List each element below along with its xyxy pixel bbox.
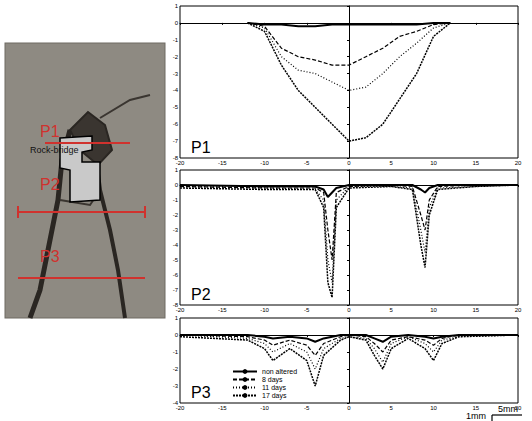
svg-text:0: 0 — [347, 307, 351, 313]
svg-text:-15: -15 — [218, 405, 227, 411]
svg-text:5: 5 — [390, 160, 394, 166]
svg-text:-20: -20 — [176, 160, 185, 166]
svg-text:-6: -6 — [173, 272, 179, 278]
svg-text:5mm: 5mm — [498, 403, 518, 414]
svg-text:10: 10 — [430, 307, 437, 313]
svg-text:10: 10 — [430, 405, 437, 411]
svg-text:-4: -4 — [173, 242, 179, 248]
svg-text:-7: -7 — [173, 287, 179, 293]
svg-text:15: 15 — [472, 160, 479, 166]
svg-text:5: 5 — [390, 307, 394, 313]
svg-text:-2: -2 — [173, 366, 179, 372]
svg-text:P2: P2 — [191, 286, 211, 303]
svg-text:-2: -2 — [173, 212, 179, 218]
svg-text:-8: -8 — [172, 155, 178, 161]
svg-text:-20: -20 — [176, 307, 185, 313]
svg-text:0: 0 — [175, 182, 179, 188]
svg-text:20: 20 — [515, 307, 522, 313]
svg-text:0: 0 — [175, 20, 179, 26]
svg-text:-3: -3 — [173, 71, 179, 77]
svg-text:-20: -20 — [176, 405, 185, 411]
svg-text:20: 20 — [515, 405, 522, 411]
svg-text:5: 5 — [390, 405, 394, 411]
svg-text:-10: -10 — [260, 160, 269, 166]
svg-text:-2: -2 — [173, 54, 179, 60]
svg-text:-5: -5 — [304, 307, 310, 313]
svg-text:P1: P1 — [40, 123, 60, 140]
svg-text:1: 1 — [175, 167, 179, 173]
svg-text:-7: -7 — [173, 138, 179, 144]
svg-text:-4: -4 — [172, 400, 178, 406]
svg-text:-10: -10 — [260, 307, 269, 313]
svg-text:0: 0 — [175, 332, 179, 338]
svg-text:1: 1 — [175, 3, 179, 9]
svg-text:non altered: non altered — [262, 368, 297, 375]
svg-text:15: 15 — [472, 405, 479, 411]
svg-text:11 days: 11 days — [262, 384, 286, 392]
svg-text:-5: -5 — [173, 104, 179, 110]
svg-text:-1: -1 — [173, 37, 179, 43]
svg-text:15: 15 — [472, 307, 479, 313]
svg-text:20: 20 — [515, 160, 522, 166]
svg-text:P2: P2 — [40, 176, 60, 193]
svg-text:-1: -1 — [173, 349, 179, 355]
svg-text:-5: -5 — [173, 257, 179, 263]
svg-text:0: 0 — [347, 160, 351, 166]
svg-text:-5: -5 — [304, 405, 310, 411]
svg-text:10: 10 — [430, 160, 437, 166]
svg-text:-3: -3 — [173, 227, 179, 233]
svg-text:8 days: 8 days — [262, 376, 283, 384]
svg-text:-3: -3 — [173, 383, 179, 389]
svg-text:1: 1 — [175, 315, 179, 321]
svg-text:-15: -15 — [218, 307, 227, 313]
svg-text:1mm: 1mm — [466, 411, 486, 421]
svg-text:P1: P1 — [191, 139, 211, 156]
svg-text:17 days: 17 days — [262, 392, 287, 400]
svg-text:-6: -6 — [173, 121, 179, 127]
svg-text:-5: -5 — [304, 160, 310, 166]
svg-text:-4: -4 — [173, 87, 179, 93]
svg-text:-15: -15 — [218, 160, 227, 166]
svg-text:Rock-bridge: Rock-bridge — [30, 145, 79, 155]
svg-text:P3: P3 — [191, 384, 211, 401]
svg-text:0: 0 — [347, 405, 351, 411]
svg-text:-1: -1 — [173, 197, 179, 203]
svg-text:-8: -8 — [172, 302, 178, 308]
svg-text:-10: -10 — [260, 405, 269, 411]
svg-text:P3: P3 — [40, 248, 60, 265]
